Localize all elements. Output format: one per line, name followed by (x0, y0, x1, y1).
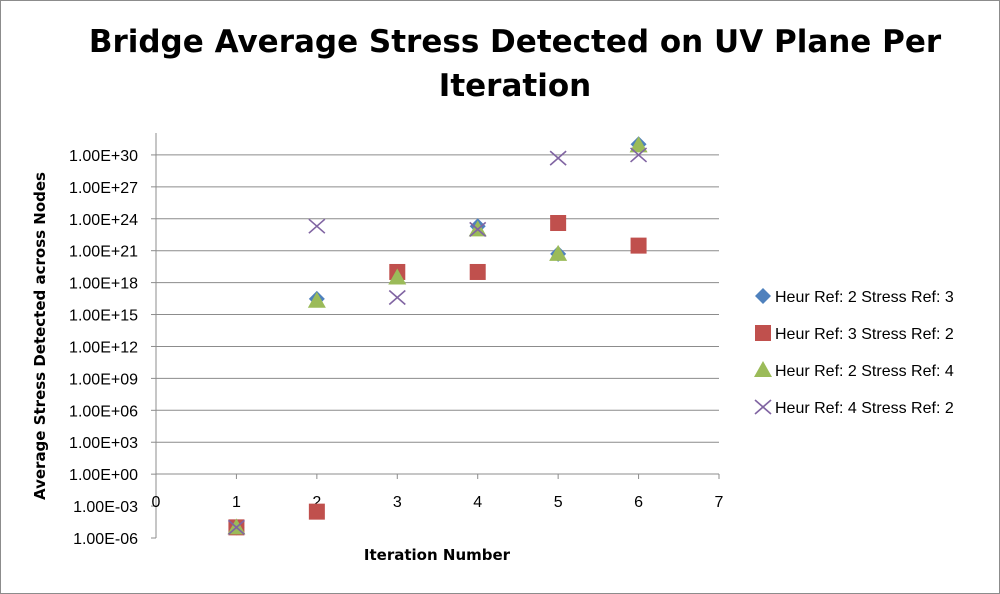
data-point (630, 147, 648, 163)
x-tick-label: 2 (312, 494, 321, 511)
x-marker-stroke (308, 218, 326, 234)
data-point (227, 519, 245, 535)
y-tick-label: 1.00E+30 (69, 148, 138, 165)
x-axis-title: Iteration Number (364, 546, 511, 564)
y-tick-label: 1.00E-03 (73, 499, 138, 516)
chart-title-line-1: Bridge Average Stress Detected on UV Pla… (88, 24, 942, 60)
series-1 (228, 136, 647, 536)
y-tick-label: 1.00E+27 (69, 180, 138, 197)
data-points (227, 136, 648, 536)
x-marker-stroke (754, 399, 772, 415)
x-tick-label: 7 (715, 494, 724, 511)
gridlines (156, 154, 719, 443)
chart-title-line-2: Iteration (438, 68, 592, 104)
x-marker-stroke (630, 147, 648, 163)
y-tick-label: 1.00E+09 (69, 371, 138, 388)
x-tick-labels: 0 1 2 3 4 5 6 7 (152, 494, 724, 511)
x-tick-label: 3 (393, 494, 402, 511)
legend-marker (754, 399, 772, 415)
data-point (549, 150, 567, 166)
x-tick-label: 4 (473, 494, 482, 511)
data-point (308, 503, 325, 520)
legend-label: Heur Ref: 2 Stress Ref: 4 (775, 363, 954, 380)
legend-marker (755, 325, 771, 341)
data-point (308, 218, 326, 234)
chart-title: Bridge Average Stress Detected on UV Pla… (0, 20, 1000, 108)
y-tick-label: 1.00E+12 (69, 339, 138, 356)
data-point (388, 268, 407, 285)
data-point (550, 215, 567, 232)
legend-label: Heur Ref: 2 Stress Ref: 3 (775, 289, 954, 306)
data-point (629, 136, 648, 153)
data-point (388, 289, 406, 306)
legend-marker (754, 361, 772, 377)
x-tick-label: 6 (634, 494, 643, 511)
series-4 (227, 147, 648, 535)
y-tick-label: 1.00E+06 (69, 403, 138, 420)
y-tick-label: 1.00E+03 (69, 435, 138, 452)
y-tick-labels: 1.00E-06 1.00E-03 1.00E+00 1.00E+03 1.00E+06… (69, 148, 138, 548)
data-point (630, 237, 647, 254)
data-point (549, 244, 568, 261)
x-marker-stroke (549, 150, 567, 166)
legend-marker (755, 288, 771, 304)
legend-label: Heur Ref: 4 Stress Ref: 2 (775, 400, 954, 417)
axes (151, 133, 720, 539)
legend: Heur Ref: 2 Stress Ref: 3 Heur Ref: 3 Str… (754, 288, 954, 417)
x-tick-label: 1 (232, 494, 241, 511)
y-tick-label: 1.00E+00 (69, 467, 138, 484)
y-tick-label: 1.00E+15 (69, 308, 138, 325)
y-tick-label: 1.00E-06 (73, 531, 138, 548)
legend-item-1: Heur Ref: 2 Stress Ref: 3 (755, 288, 954, 306)
data-point (307, 291, 326, 308)
series-2 (228, 215, 647, 536)
x-tick-label: 5 (554, 494, 563, 511)
legend-label: Heur Ref: 3 Stress Ref: 2 (775, 326, 954, 343)
y-tick-label: 1.00E+21 (69, 244, 138, 261)
legend-item-2: Heur Ref: 3 Stress Ref: 2 (755, 325, 954, 343)
data-point (469, 221, 487, 238)
x-marker-stroke (388, 289, 406, 306)
y-tick-label: 1.00E+24 (69, 212, 138, 229)
data-point (469, 263, 486, 280)
legend-item-4: Heur Ref: 4 Stress Ref: 2 (754, 399, 954, 417)
x-marker-stroke (469, 221, 487, 238)
y-axis-title: Average Stress Detected across Nodes (31, 172, 49, 500)
series-3 (227, 136, 648, 535)
x-marker-stroke (227, 519, 245, 535)
x-tick-label: 0 (152, 494, 161, 511)
y-tick-label: 1.00E+18 (69, 276, 138, 293)
legend-item-3: Heur Ref: 2 Stress Ref: 4 (754, 361, 954, 380)
